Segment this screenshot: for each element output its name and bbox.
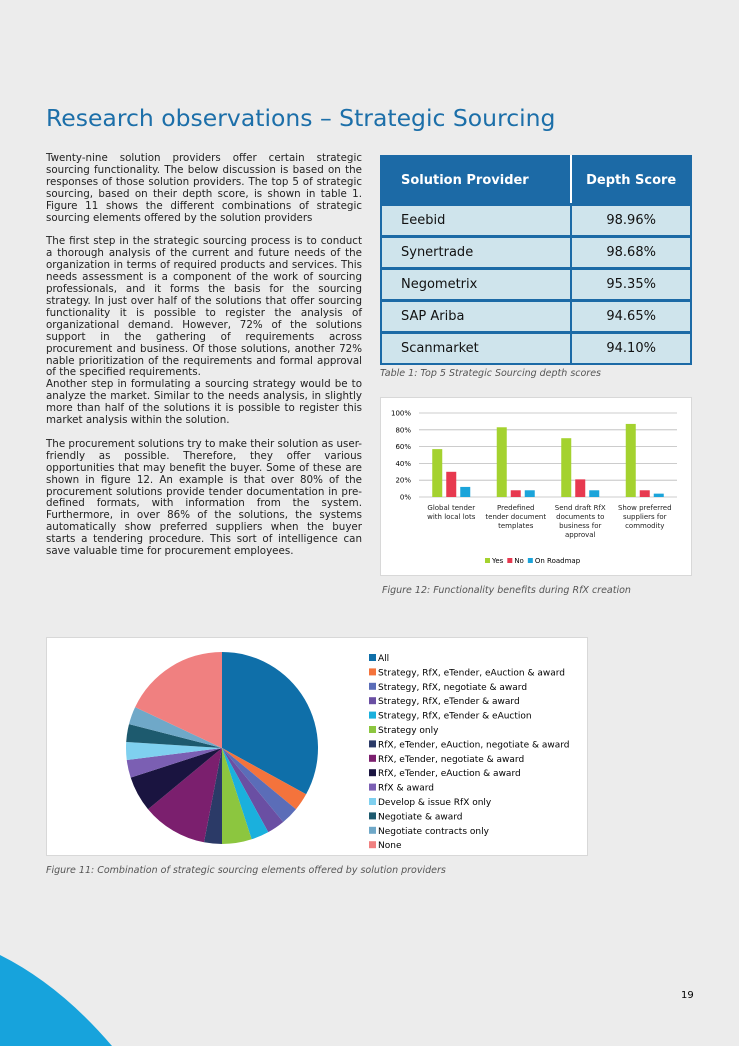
legend-label: Strategy, RfX, negotiate & award (378, 683, 527, 693)
table-caption: Table 1: Top 5 Strategic Sourcing depth … (380, 368, 602, 379)
table-header: Solution Provider (379, 155, 573, 206)
pie-slice (222, 748, 296, 822)
pie-slice (222, 748, 284, 833)
legend-label: Strategy only (378, 726, 439, 736)
legend-swatch (369, 812, 376, 820)
bar (496, 427, 507, 497)
legend-swatch (485, 558, 490, 563)
bar (510, 490, 521, 497)
bar (524, 490, 535, 497)
cell: Synertrade (379, 235, 573, 270)
page-title: Research observations – Strategic Sourci… (46, 104, 556, 132)
score-table: Solution Provider Depth Score Eeebid 98.96… (379, 155, 692, 365)
legend-swatch (369, 798, 376, 805)
bar (460, 486, 471, 497)
legend-label: None (378, 841, 402, 851)
body-text: Twenty-nine solution providers offer cer… (46, 152, 362, 570)
pie-slice (222, 748, 307, 810)
legend-label: Strategy, RfX, eTender & eAuction (378, 712, 532, 722)
legend-label: Strategy, RfX, eTender, eAuction & award (378, 668, 565, 678)
x-tick-label: Send draft RfX documents to business for… (554, 504, 606, 539)
pie-slice (148, 748, 222, 843)
paragraph: The procurement solutions try to make th… (46, 437, 362, 558)
legend-label: Yes (491, 557, 504, 565)
cell: 98.96% (570, 203, 692, 238)
figure-caption: Figure 11: Combination of strategic sour… (46, 865, 446, 876)
legend-swatch (369, 711, 376, 719)
pie-slice (130, 748, 222, 810)
legend-swatch (369, 682, 376, 690)
pie-slice (126, 741, 222, 761)
cell: 94.10% (570, 331, 692, 365)
pie-slice (204, 748, 222, 844)
legend-label: Develop & issue RfX only (378, 798, 492, 808)
legend-label: Negotiate contracts only (378, 827, 490, 837)
x-tick-label: Show preferred suppliers for commodity (617, 504, 672, 530)
legend-swatch (369, 697, 376, 705)
bar (575, 479, 586, 497)
legend-swatch (527, 558, 533, 563)
pie-slice (126, 748, 222, 778)
bar (653, 493, 664, 497)
x-tick-label: Global tender with local lots (427, 504, 476, 521)
bar (561, 438, 572, 497)
figure-caption: Figure 12: Functionality benefits during… (382, 585, 631, 596)
legend-swatch (369, 841, 376, 849)
cell: SAP Ariba (379, 299, 573, 334)
x-tick-label: Predefined tender document templates (485, 504, 547, 530)
y-tick-label: 20% (395, 477, 411, 485)
cell: Negometrix (379, 267, 573, 302)
bar (625, 423, 636, 497)
plot: All Strategy, RfX, eTender, eAuction & aw… (126, 652, 570, 851)
bar-chart: 0% 20% 40% 60% 80% 100% Yes No On Roadmap Global … (380, 397, 692, 576)
pie-chart: All Strategy, RfX, eTender, eAuction & aw… (46, 637, 588, 856)
y-tick-label: 60% (395, 443, 411, 451)
legend-label: RfX, eTender, eAuction, negotiate & awar… (378, 740, 570, 750)
legend-label: On Roadmap (535, 557, 581, 565)
paragraph: Twenty-nine solution providers offer cer… (46, 152, 362, 224)
pie-slice (222, 748, 252, 844)
legend-label: Negotiate & award (378, 812, 463, 822)
legend-swatch (369, 726, 376, 733)
y-tick-label: 80% (395, 426, 411, 434)
bar (639, 490, 650, 497)
pie-slice (135, 652, 222, 748)
legend-swatch (369, 769, 376, 777)
cell: 98.68% (570, 235, 692, 270)
paragraph: The first step in the strategic sourcing… (46, 235, 362, 379)
legend-label: Strategy, RfX, eTender & award (378, 697, 520, 707)
legend-label: All (378, 654, 389, 664)
y-tick-label: 40% (395, 460, 411, 468)
bar (446, 471, 457, 497)
legend-swatch (369, 826, 376, 834)
cell: 94.65% (570, 299, 692, 334)
plot: 0% 20% 40% 60% 80% 100% Yes No On Roadmap (391, 410, 677, 565)
pie-slice (126, 724, 222, 748)
legend-label: RfX, eTender, eAuction & award (378, 769, 521, 779)
legend-swatch (369, 654, 376, 661)
cell: Scanmarket (379, 331, 573, 365)
legend-swatch (369, 754, 376, 762)
table-header: Depth Score (570, 155, 692, 206)
cell: 95.35% (570, 267, 692, 302)
legend-label: RfX, eTender, negotiate & award (378, 755, 524, 765)
legend-swatch (369, 668, 376, 676)
legend-label: RfX & award (378, 784, 434, 794)
legend-swatch (507, 558, 513, 563)
y-tick-label: 0% (400, 494, 411, 502)
bar (589, 490, 600, 497)
paragraph: Another step in formulating a sourcing s… (46, 378, 362, 427)
bar (432, 449, 443, 497)
legend-label: No (514, 557, 524, 565)
y-tick-label: 100% (391, 410, 411, 418)
pie-slice (222, 748, 269, 840)
cell: Eeebid (379, 203, 573, 238)
legend-swatch (369, 783, 376, 791)
pie-slice (129, 707, 222, 748)
legend-swatch (369, 740, 376, 748)
pie-slice (222, 652, 318, 795)
page-number: 19 (681, 990, 694, 1001)
